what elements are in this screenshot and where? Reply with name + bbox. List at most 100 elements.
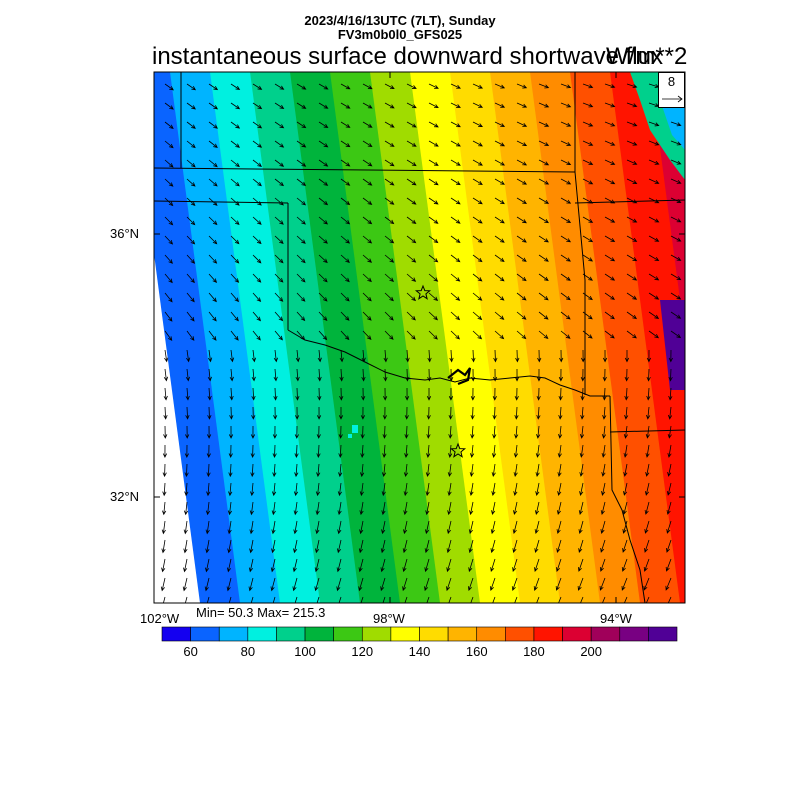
wind-arrow — [513, 501, 518, 516]
wind-arrow — [491, 463, 496, 477]
wind-arrow — [626, 102, 638, 108]
wind-arrow — [340, 273, 350, 283]
wind-arrow — [667, 444, 672, 458]
wind-arrow — [274, 140, 285, 148]
wind-arrow — [405, 349, 410, 363]
wind-arrow — [252, 330, 261, 341]
wind-arrow — [384, 197, 395, 205]
wind-arrow — [272, 444, 277, 459]
lat-label-32n: 32°N — [110, 489, 140, 504]
wind-arrow — [428, 178, 439, 186]
wind-arrow — [557, 463, 562, 477]
wind-arrow — [560, 83, 572, 89]
wind-arrow — [293, 501, 298, 516]
wind-arrow — [358, 558, 364, 573]
wind-arrow — [338, 406, 344, 420]
flux-color-bands — [154, 72, 685, 603]
wind-arrow — [183, 539, 188, 554]
wind-arrow — [296, 159, 307, 167]
wind-arrow — [601, 425, 607, 439]
wind-arrow — [428, 292, 439, 302]
wind-arrow — [538, 159, 550, 166]
wind-arrow — [406, 83, 417, 89]
wind-arrow — [252, 311, 261, 322]
wind-arrow — [450, 178, 461, 186]
wind-arrow — [318, 235, 328, 244]
wind-arrow — [251, 406, 256, 420]
wind-arrow — [428, 102, 439, 109]
flux-band — [610, 72, 685, 603]
wind-arrow — [248, 577, 254, 592]
wind-arrow — [164, 292, 173, 303]
wind-arrow — [670, 140, 682, 146]
wind-arrow — [446, 520, 452, 535]
wind-arrow — [648, 216, 660, 223]
wind-arrow — [450, 292, 461, 301]
wind-arrow — [602, 387, 607, 401]
wind-arrow — [560, 311, 571, 320]
wind-arrow — [382, 596, 386, 603]
wind-arrow — [494, 254, 505, 263]
wind-arrow — [362, 159, 373, 167]
wind-arrow — [208, 216, 218, 226]
wind-arrow — [360, 444, 365, 458]
wind-arrow — [230, 178, 240, 187]
wind-arrow — [164, 159, 174, 168]
wind-arrow — [494, 273, 505, 282]
wind-arrow — [338, 425, 343, 439]
wind-arrow — [230, 140, 240, 148]
wind-arrow — [251, 387, 256, 401]
wind-arrow — [602, 368, 607, 382]
flux-band — [370, 72, 481, 603]
wind-arrow — [428, 83, 439, 89]
wind-arrow — [559, 349, 564, 363]
wind-arrow — [252, 83, 263, 90]
wind-arrow — [296, 292, 306, 302]
wind-arrow — [670, 216, 682, 223]
wind-arrow — [667, 406, 673, 420]
wind-arrow — [384, 178, 395, 186]
wind-arrow — [160, 577, 166, 592]
wind-arrow — [295, 387, 300, 401]
wind-arrow — [538, 216, 550, 224]
wind-arrow — [623, 482, 628, 496]
wind-arrow — [582, 216, 594, 223]
wind-arrow — [406, 292, 417, 302]
wind-arrow — [164, 83, 174, 91]
wind-arrow — [164, 235, 174, 245]
wind-arrow — [381, 463, 387, 478]
wind-arrow — [164, 273, 173, 284]
flux-band — [450, 72, 561, 603]
wind-arrow — [560, 216, 572, 223]
wind-arrow — [295, 406, 300, 420]
wind-arrow — [318, 311, 328, 321]
wind-arrow — [252, 235, 262, 245]
wind-arrow — [228, 425, 234, 439]
wind-arrow — [318, 216, 329, 225]
wind-arrow — [296, 121, 307, 129]
wind-arrow — [250, 425, 256, 439]
wind-arrow — [516, 254, 527, 262]
wind-arrow — [402, 539, 408, 554]
wind-arrow — [494, 140, 506, 147]
wind-arrow — [492, 368, 498, 382]
missouri-arkansas-border — [574, 199, 685, 204]
wind-arrow — [296, 216, 306, 225]
wind-arrow — [560, 178, 572, 185]
colorbar-box — [447, 626, 478, 642]
wind-arrow — [384, 292, 394, 302]
wind-arrow — [622, 539, 628, 553]
wind-arrow — [318, 254, 328, 264]
wind-arrow — [512, 539, 518, 554]
wind-arrow — [516, 83, 528, 89]
wind-arrow — [604, 235, 616, 242]
wind-arrow — [339, 349, 344, 363]
wind-arrow — [208, 235, 218, 245]
wind-arrow — [384, 330, 394, 340]
wind-arrow — [472, 235, 483, 243]
wind-arrow — [604, 121, 616, 127]
wind-arrow — [604, 102, 616, 108]
wind-arrow — [582, 102, 594, 108]
wind-arrow — [384, 254, 395, 263]
wind-arrow — [360, 463, 365, 478]
